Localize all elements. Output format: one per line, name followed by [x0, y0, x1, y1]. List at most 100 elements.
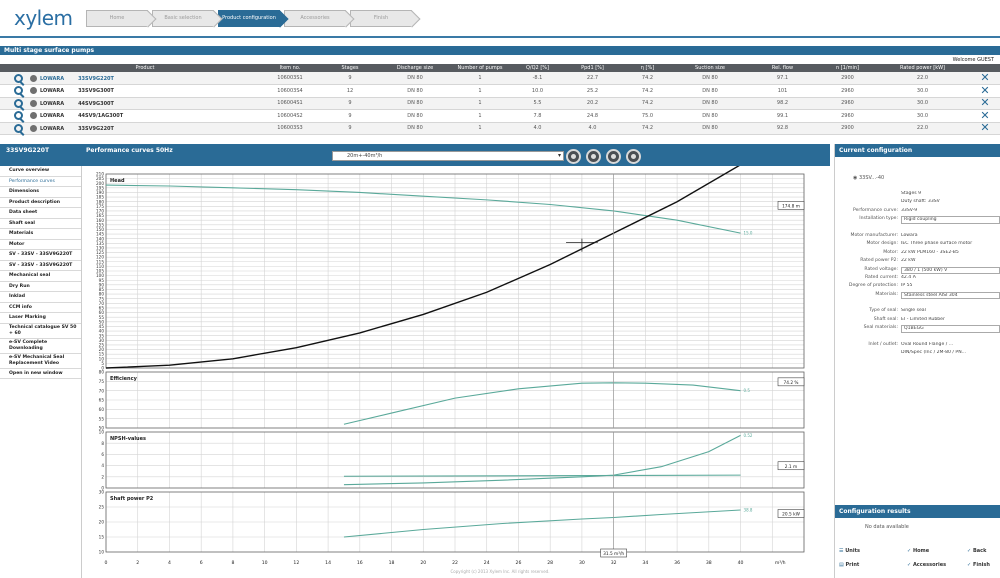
close-icon[interactable]: ✕: [980, 108, 990, 122]
power-cell: 22.0: [875, 122, 970, 135]
series-line: [343, 509, 741, 538]
table-header-row: Product Item no. Stages Discharge size Numbe…: [0, 64, 1000, 72]
wizard-step[interactable]: Home: [86, 10, 157, 28]
nav-item[interactable]: SV - 33SV - 33SV9G220T: [0, 250, 81, 261]
nav-item[interactable]: Data sheet: [0, 208, 81, 219]
nav-item[interactable]: Inklad: [0, 292, 81, 303]
p-cell: 22.7: [565, 72, 620, 85]
performance-bar: 33SV9G220T Performance curves 50Hz 20m+-…: [0, 144, 830, 166]
finish-button[interactable]: ✓ Finish: [967, 562, 990, 568]
nav-item[interactable]: Mechanical seal: [0, 271, 81, 282]
nav-item[interactable]: Product description: [0, 198, 81, 208]
accessories-button[interactable]: ✓ Accessories: [907, 562, 947, 568]
print-button[interactable]: ▤ Print: [839, 562, 860, 568]
product-label[interactable]: 44SV9G300T: [78, 100, 114, 107]
no-data-text: No data available: [865, 524, 909, 530]
wizard-step[interactable]: Accessories: [284, 10, 355, 28]
magnifier-icon[interactable]: [13, 86, 23, 96]
table-row[interactable]: LOWARA 33SV9G220T 106003S1 9 DN 80 1 -8.1 22.7…: [0, 72, 1000, 85]
product-cell[interactable]: LOWARA 33SV9G300T: [30, 84, 260, 98]
product-cell[interactable]: LOWARA 44SV9G300T: [30, 97, 260, 110]
config-value[interactable]: 380 / 1 (500 kW) V: [901, 266, 1000, 275]
nav-item[interactable]: CCM info: [0, 303, 81, 313]
config-value[interactable]: Q1BEGG: [901, 325, 1000, 333]
value-box-text: 74.2 %: [783, 380, 798, 386]
eta-cell: 74.2: [620, 72, 675, 85]
close-icon[interactable]: ✕: [980, 71, 990, 84]
close-icon[interactable]: ✕: [980, 121, 990, 135]
wizard-step[interactable]: Basic selection: [152, 10, 223, 28]
wizard-step[interactable]: Product configuration: [218, 10, 289, 28]
magnifier-icon[interactable]: [13, 123, 23, 133]
column-header: Q/Q2 [%]: [510, 64, 565, 72]
discharge-cell: DN 80: [380, 84, 450, 98]
settings-icon[interactable]: [626, 149, 641, 164]
y-tick-label: 55: [99, 315, 105, 320]
home-button[interactable]: ✓ Home: [907, 548, 930, 554]
table-row[interactable]: LOWARA 44SV9/1AG300T 106004S2 9 DN 80 1 7.8 24…: [0, 108, 1000, 123]
config-key: [835, 199, 901, 207]
product-label[interactable]: 33SV9G220T: [78, 125, 114, 132]
magnifier-icon[interactable]: [13, 98, 23, 108]
q-cell: 7.8: [510, 109, 565, 123]
radio-icon[interactable]: ◉: [853, 175, 859, 181]
table-row[interactable]: LOWARA 33SV9G220T 106003S3 9 DN 80 1 4.0 4.0 74…: [0, 122, 1000, 135]
curve-select[interactable]: 20m+-40m³/h ▾: [332, 151, 564, 161]
product-cell[interactable]: LOWARA 44SV9/1AG300T: [30, 109, 260, 123]
close-icon[interactable]: ✕: [980, 83, 990, 97]
nav-item[interactable]: Shaft seal: [0, 219, 81, 229]
config-value[interactable]: Stainless steel AISI 304: [901, 291, 1000, 300]
nav-item[interactable]: Dry Run: [0, 282, 81, 292]
y-tick-label: 15: [99, 535, 105, 540]
table-row[interactable]: LOWARA 44SV9G300T 106004S1 9 DN 80 1 5.5 20.2 7…: [0, 97, 1000, 110]
print-chart-icon[interactable]: [606, 149, 621, 164]
y-tick-label: 65: [99, 306, 105, 311]
back-button[interactable]: ✓ Back: [967, 548, 987, 554]
x-tick-label: 26: [516, 560, 522, 566]
nav-item[interactable]: e-SV Mechanical Seal Replacement Video: [0, 354, 81, 369]
product-label[interactable]: 33SV9G300T: [78, 88, 114, 95]
magnifier-icon[interactable]: [13, 111, 23, 121]
table-row[interactable]: LOWARA 33SV9G300T 106003S4 12 DN 80 1 10.0 25.…: [0, 83, 1000, 98]
zoom-icon[interactable]: [566, 149, 581, 164]
nav-item[interactable]: SV - 33SV - 33SV9G220T: [0, 261, 81, 271]
nav-item[interactable]: Materials: [0, 229, 81, 240]
product-cell[interactable]: LOWARA 33SV9G220T: [30, 72, 260, 85]
item-cell: 106004S2: [260, 109, 320, 123]
config-key: Rated power P2:: [860, 258, 898, 264]
x-tick-label: 40: [738, 560, 744, 566]
nav-item[interactable]: Curve overview: [0, 166, 81, 177]
refresh-icon[interactable]: [586, 149, 601, 164]
y-tick-label: 120: [96, 255, 104, 260]
config-title: Current configuration: [835, 144, 1000, 157]
nav-item[interactable]: Performance curves: [0, 177, 81, 187]
config-value[interactable]: Rigid coupling: [901, 216, 1000, 224]
y-tick-label: 5: [101, 361, 104, 366]
x-tick-label: 2: [136, 560, 139, 566]
close-icon[interactable]: ✕: [980, 96, 990, 110]
y-tick-label: 80: [99, 370, 105, 375]
nav-item[interactable]: Technical catalogue SV 50 + 60: [0, 324, 81, 339]
xylem-logo[interactable]: xylem: [14, 6, 73, 30]
magnifier-icon[interactable]: [13, 73, 23, 83]
discharge-cell: DN 80: [380, 109, 450, 123]
product-label[interactable]: 44SV9/1AG300T: [78, 113, 124, 120]
nav-item[interactable]: Motor: [0, 240, 81, 250]
pumps-cell: 1: [450, 84, 510, 98]
units-button[interactable]: ☰ Units: [839, 548, 860, 554]
nav-item[interactable]: Open in new window: [0, 369, 81, 379]
nav-item[interactable]: Laser Marking: [0, 313, 81, 324]
nav-item[interactable]: Dimensions: [0, 187, 81, 198]
eta-cell: 74.2: [620, 122, 675, 135]
column-header: Ppd1 [%]: [565, 64, 620, 72]
relflow-cell: 97.1: [745, 72, 820, 85]
product-label[interactable]: 33SV9G220T: [78, 75, 114, 82]
y-tick-label: 130: [96, 246, 104, 251]
pumps-cell: 1: [450, 97, 510, 110]
value-box-text: 20.5 kW: [782, 512, 800, 518]
nav-item[interactable]: e-SV Complete Downloading: [0, 339, 81, 354]
config-value: Stages 9: [901, 191, 922, 196]
pumps-cell: 1: [450, 72, 510, 85]
product-cell[interactable]: LOWARA 33SV9G220T: [30, 122, 260, 135]
wizard-step[interactable]: Finish: [350, 10, 421, 28]
